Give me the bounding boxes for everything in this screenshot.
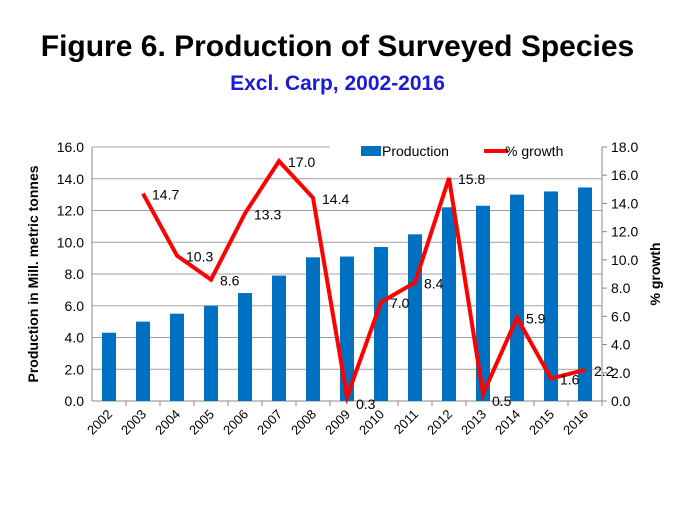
y-tick-label: 0.0 <box>65 393 85 409</box>
data-label-2008: 14.4 <box>322 191 349 207</box>
y2-tick-label: 10.0 <box>611 252 638 268</box>
bar-2006 <box>238 293 252 401</box>
y2-tick-label: 8.0 <box>611 280 631 296</box>
x-tick-label: 2007 <box>254 407 285 438</box>
data-label-2016: 2.2 <box>594 363 614 379</box>
data-label-2007: 17.0 <box>288 154 315 170</box>
bar-2010 <box>374 247 388 401</box>
bar-2013 <box>476 205 490 401</box>
bar-2005 <box>204 305 218 401</box>
bar-2014 <box>510 194 524 401</box>
y2-tick-label: 16.0 <box>611 167 638 183</box>
y2-tick-label: 6.0 <box>611 308 631 324</box>
y2-tick-label: 0.0 <box>611 393 631 409</box>
data-label-2006: 13.3 <box>254 206 281 222</box>
data-label-2012: 15.8 <box>458 171 485 187</box>
data-label-2003: 14.7 <box>152 187 179 203</box>
x-tick-label: 2011 <box>391 407 421 437</box>
x-tick-label: 2014 <box>492 407 523 438</box>
x-tick-label: 2003 <box>118 407 149 438</box>
y2-tick-label: 4.0 <box>611 337 631 353</box>
x-tick-label: 2015 <box>526 407 557 438</box>
data-label-2004: 10.3 <box>186 249 213 265</box>
y-tick-label: 4.0 <box>65 330 85 346</box>
data-label-2009: 0.3 <box>356 396 376 412</box>
bar-2007 <box>272 275 286 401</box>
bar-2012 <box>442 207 456 401</box>
x-tick-label: 2005 <box>186 407 217 438</box>
y-tick-label: 12.0 <box>57 203 84 219</box>
data-label-2014: 5.9 <box>526 311 546 327</box>
y2-tick-label: 12.0 <box>611 224 638 240</box>
data-label-2010: 7.0 <box>390 295 410 311</box>
data-label-2013: 0.5 <box>492 393 512 409</box>
x-tick-label: 2009 <box>322 407 353 438</box>
y-tick-label: 14.0 <box>57 171 84 187</box>
bar-2016 <box>578 187 592 401</box>
y-tick-label: 2.0 <box>65 361 85 377</box>
x-tick-label: 2013 <box>458 407 489 438</box>
growth-line <box>141 157 586 405</box>
y-tick-label: 10.0 <box>57 234 84 250</box>
data-label-2005: 8.6 <box>220 273 240 289</box>
bar-2015 <box>544 191 558 401</box>
x-tick-label: 2016 <box>560 407 591 438</box>
bar-2011 <box>408 234 422 401</box>
bar-2003 <box>136 321 150 401</box>
y2-tick-label: 18.0 <box>611 139 638 155</box>
legend-production-swatch <box>361 146 381 156</box>
bar-2008 <box>306 257 320 401</box>
bar-2002 <box>102 332 116 401</box>
y-tick-label: 8.0 <box>65 266 85 282</box>
chart-title: Figure 6. Production of Surveyed Species <box>40 30 635 63</box>
y-axis-title: Production in Mill. metric tonnes <box>25 165 41 382</box>
x-tick-label: 2012 <box>424 407 455 438</box>
chart-subtitle: Excl. Carp, 2002-2016 <box>230 72 445 95</box>
x-tick-label: 2002 <box>84 407 115 438</box>
y2-tick-label: 2.0 <box>611 365 631 381</box>
legend-growth-label: % growth <box>505 143 563 159</box>
data-label-2011: 8.4 <box>424 275 444 291</box>
x-tick-label: 2004 <box>152 407 183 438</box>
x-tick-label: 2008 <box>288 407 319 438</box>
x-tick-label: 2006 <box>220 407 251 438</box>
y-tick-label: 16.0 <box>57 139 84 155</box>
legend-production-label: Production <box>382 143 449 159</box>
data-label-2015: 1.6 <box>560 371 580 387</box>
y2-tick-label: 14.0 <box>611 195 638 211</box>
y-tick-label: 6.0 <box>65 298 85 314</box>
bar-2004 <box>170 313 184 401</box>
y2-axis-title: % growth <box>647 243 663 306</box>
